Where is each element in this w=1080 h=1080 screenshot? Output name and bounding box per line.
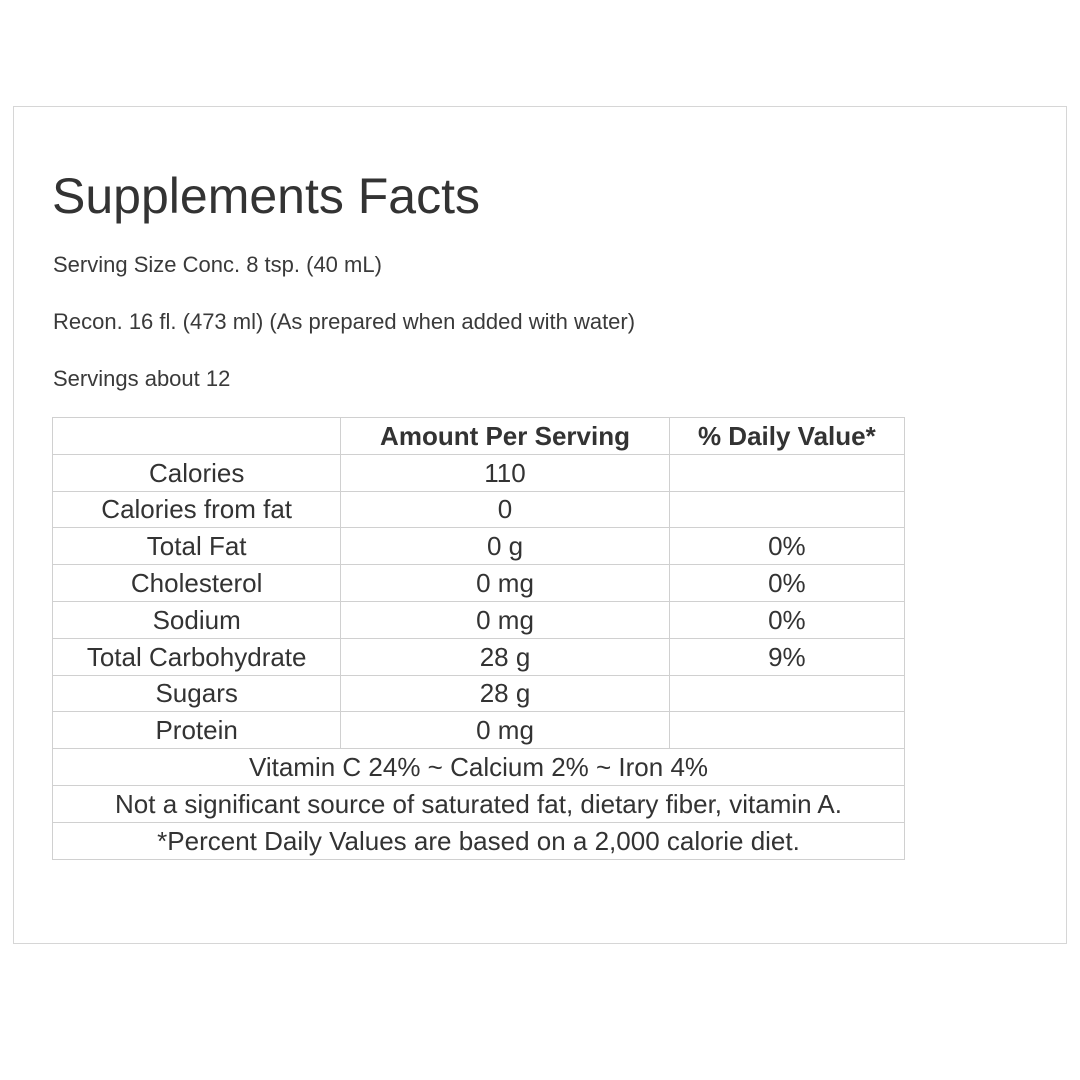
nutrient-name: Total Fat [51, 527, 342, 566]
nutrient-name: Total Carbohydrate [51, 637, 342, 676]
nutrient-daily-value [668, 674, 906, 713]
header-amount-per-serving: Amount Per Serving [340, 417, 670, 455]
nutrient-amount: 0 mg [340, 564, 670, 602]
table-row: Protein 0 mg [51, 711, 906, 750]
nutrient-daily-value: 9% [668, 637, 906, 676]
not-significant-source-note: Not a significant source of saturated fa… [52, 784, 905, 823]
nutrient-amount: 0 mg [340, 711, 670, 750]
nutrient-amount: 0 [340, 490, 670, 529]
table-row: Cholesterol 0 mg 0% [51, 564, 906, 602]
table-row: Total Fat 0 g 0% [51, 527, 906, 566]
nutrient-daily-value: 0% [668, 600, 906, 639]
nutrient-daily-value [668, 490, 906, 529]
table-row: Sodium 0 mg 0% [51, 600, 906, 639]
nutrient-daily-value [668, 453, 906, 492]
nutrient-amount: 28 g [340, 637, 670, 676]
nutrient-name: Calories from fat [51, 490, 342, 529]
page-title: Supplements Facts [52, 168, 480, 224]
nutrient-amount: 28 g [340, 674, 670, 713]
table-header-row: Amount Per Serving % Daily Value* [51, 417, 906, 455]
nutrient-daily-value: 0% [668, 527, 906, 566]
table-row: Calories from fat 0 [51, 490, 906, 529]
servings-text: Servings about 12 [53, 366, 231, 391]
header-daily-value: % Daily Value* [668, 417, 906, 455]
daily-value-basis-note: *Percent Daily Values are based on a 2,0… [52, 821, 905, 860]
footnote-row: Not a significant source of saturated fa… [52, 784, 905, 823]
nutrient-daily-value [668, 711, 906, 750]
serving-size-text: Serving Size Conc. 8 tsp. (40 mL) [53, 252, 382, 277]
table-row: Calories 110 [51, 453, 906, 492]
vitamins-minerals-note: Vitamin C 24% ~ Calcium 2% ~ Iron 4% [52, 748, 905, 786]
reconstitution-text: Recon. 16 fl. (473 ml) (As prepared when… [53, 309, 636, 334]
nutrient-daily-value: 0% [668, 564, 906, 602]
footnote-row: *Percent Daily Values are based on a 2,0… [52, 821, 905, 860]
nutrient-amount: 0 mg [340, 600, 670, 639]
header-nutrient [51, 417, 342, 455]
footnote-row: Vitamin C 24% ~ Calcium 2% ~ Iron 4% [52, 748, 905, 786]
nutrient-name: Sodium [51, 600, 342, 639]
supplement-facts-table: Amount Per Serving % Daily Value* Calori… [51, 417, 906, 860]
nutrient-name: Protein [51, 711, 342, 750]
nutrient-name: Cholesterol [51, 564, 342, 602]
table-row: Sugars 28 g [51, 674, 906, 713]
table-row: Total Carbohydrate 28 g 9% [51, 637, 906, 676]
nutrient-name: Sugars [51, 674, 342, 713]
nutrient-amount: 0 g [340, 527, 670, 566]
nutrient-amount: 110 [340, 453, 670, 492]
nutrient-name: Calories [51, 453, 342, 492]
